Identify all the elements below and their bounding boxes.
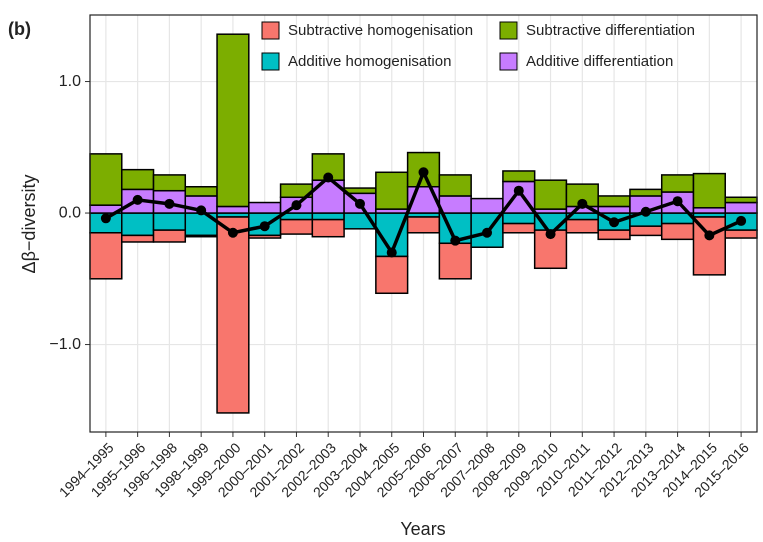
bar-segment bbox=[184, 234, 218, 238]
bar-segment bbox=[279, 218, 314, 235]
bar-segment bbox=[438, 195, 472, 214]
y-tick-label: −1.0 bbox=[49, 336, 81, 353]
legend-swatch bbox=[261, 21, 280, 40]
bar-segment bbox=[311, 218, 345, 238]
x-axis-title: Years bbox=[400, 519, 445, 539]
plot-border bbox=[89, 14, 758, 433]
bar-segment bbox=[438, 242, 472, 280]
bar-segment bbox=[692, 216, 726, 276]
net-point bbox=[609, 217, 620, 228]
bar-segment bbox=[597, 195, 631, 208]
net-point bbox=[482, 227, 493, 238]
legend-label: Additive homogenisation bbox=[288, 53, 451, 70]
net-point bbox=[227, 227, 238, 238]
net-point bbox=[386, 247, 397, 258]
bar-segment bbox=[470, 197, 504, 214]
bar-segment bbox=[724, 196, 758, 204]
bar-segment bbox=[152, 229, 187, 243]
net-point bbox=[640, 206, 651, 217]
bar-segment bbox=[152, 174, 187, 192]
bar-segment bbox=[184, 185, 218, 197]
net-point bbox=[323, 172, 334, 183]
bar-segment bbox=[89, 153, 123, 206]
bar-segment bbox=[565, 218, 599, 234]
bar-segment bbox=[89, 232, 123, 280]
bar-segment bbox=[597, 229, 631, 241]
net-point bbox=[704, 230, 715, 241]
bar-segment bbox=[152, 212, 187, 231]
y-tick-label: 0.0 bbox=[59, 204, 81, 221]
legend-swatch bbox=[499, 52, 518, 71]
bar-segment bbox=[724, 201, 758, 214]
bar-segment bbox=[121, 168, 155, 191]
net-point bbox=[259, 221, 270, 232]
bar-segment bbox=[248, 234, 282, 239]
panel-label: (b) bbox=[8, 19, 31, 39]
bar-segment bbox=[406, 216, 441, 234]
net-point bbox=[513, 185, 524, 196]
legend-label: Subtractive differentiation bbox=[526, 22, 695, 39]
bar-segment bbox=[375, 255, 409, 295]
net-point bbox=[672, 196, 683, 207]
net-point bbox=[418, 167, 429, 178]
bar-segment bbox=[660, 174, 695, 193]
legend-swatch bbox=[261, 52, 280, 71]
net-point bbox=[100, 213, 111, 224]
bar-segment bbox=[660, 222, 695, 241]
net-point bbox=[164, 198, 175, 209]
net-point bbox=[450, 235, 461, 246]
bar-segment bbox=[216, 216, 250, 414]
bar-segment bbox=[502, 212, 536, 225]
bar-segment bbox=[311, 212, 345, 221]
bar-segment bbox=[375, 171, 409, 210]
net-point bbox=[545, 229, 556, 240]
y-axis-title: Δβ−diversity bbox=[19, 175, 39, 274]
bar-segment bbox=[502, 170, 536, 183]
bar-segment bbox=[724, 229, 758, 239]
bar-segment bbox=[248, 201, 282, 214]
bar-segment bbox=[216, 205, 250, 214]
bar-segment bbox=[629, 225, 663, 237]
net-point bbox=[354, 198, 365, 209]
legend-swatch bbox=[499, 21, 518, 40]
bar-segment bbox=[692, 172, 726, 209]
legend-label: Additive differentiation bbox=[526, 53, 673, 70]
net-point bbox=[736, 215, 747, 226]
y-tick-label: 1.0 bbox=[59, 73, 81, 90]
net-point bbox=[132, 194, 143, 205]
net-point bbox=[577, 198, 588, 209]
legend-label: Subtractive homogenisation bbox=[288, 22, 473, 39]
bar-segment bbox=[533, 179, 568, 210]
bar-segment bbox=[438, 174, 472, 197]
bar-segment bbox=[629, 188, 663, 197]
bar-segment bbox=[692, 207, 726, 214]
net-point bbox=[291, 200, 302, 211]
bar-segment bbox=[121, 212, 155, 237]
net-point bbox=[196, 205, 207, 216]
bar-segment bbox=[216, 33, 250, 208]
bar-segment bbox=[597, 205, 631, 214]
bar-segment bbox=[121, 234, 155, 243]
bar-segment bbox=[502, 222, 536, 234]
